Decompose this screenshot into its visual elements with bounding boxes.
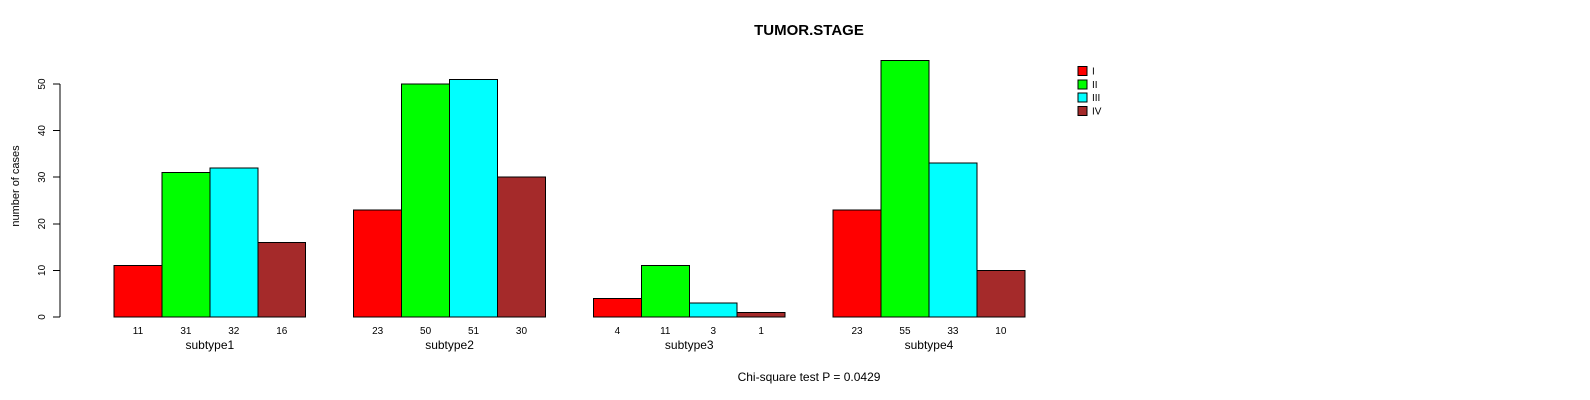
bar-subtype3-IV: [736, 311, 786, 318]
bar-subtype2-IV: [496, 176, 546, 318]
bar-value-label-subtype3-IV: 1: [758, 326, 764, 337]
bar-subtype3-II: [640, 265, 690, 318]
bar-value-label-subtype1-IV: 16: [276, 326, 288, 337]
legend-label-II: II: [1092, 80, 1098, 91]
bar-value-label-subtype4-II: 55: [899, 326, 911, 337]
bar-value-label-subtype4-III: 33: [947, 326, 959, 337]
bar-subtype4-III: [928, 162, 978, 318]
y-axis-tick-label: 10: [37, 264, 48, 276]
bar-value-label-subtype2-III: 51: [468, 326, 480, 337]
bar-value-label-subtype4-I: 23: [852, 326, 864, 337]
legend-swatch-II: [1077, 79, 1088, 90]
bar-value-label-subtype4-IV: 10: [995, 326, 1007, 337]
group-label-subtype1: subtype1: [186, 338, 235, 352]
bar-subtype3-I: [592, 297, 642, 318]
group-label-subtype3: subtype3: [665, 338, 714, 352]
group-label-subtype2: subtype2: [425, 338, 474, 352]
y-axis-tick-label: 50: [37, 78, 48, 90]
chi-square-annotation: Chi-square test P = 0.0429: [737, 370, 881, 384]
bar-subtype1-III: [209, 167, 259, 318]
bar-value-label-subtype1-III: 32: [228, 326, 240, 337]
bar-value-label-subtype3-III: 3: [710, 326, 716, 337]
bar-value-label-subtype1-II: 31: [180, 326, 192, 337]
y-axis-tick-label: 30: [37, 171, 48, 183]
group-label-subtype4: subtype4: [905, 338, 954, 352]
y-axis-tick-label: 40: [37, 125, 48, 137]
bar-value-label-subtype2-II: 50: [420, 326, 432, 337]
bar-subtype1-IV: [257, 241, 307, 318]
y-axis-tick-label: 20: [37, 218, 48, 230]
bar-subtype2-I: [353, 209, 403, 318]
legend-swatch-IV: [1077, 105, 1088, 116]
bar-subtype1-I: [113, 265, 163, 318]
bar-value-label-subtype2-IV: 30: [516, 326, 528, 337]
bar-value-label-subtype3-II: 11: [660, 326, 671, 337]
bar-subtype1-II: [161, 172, 211, 318]
legend-swatch-III: [1077, 92, 1088, 103]
bar-value-label-subtype1-I: 11: [133, 326, 144, 337]
bar-subtype2-III: [449, 78, 498, 318]
bar-subtype3-III: [688, 302, 738, 318]
bar-subtype4-IV: [976, 269, 1026, 318]
legend-label-I: I: [1092, 67, 1095, 78]
bar-subtype4-I: [832, 209, 882, 318]
y-axis-tick-label: 0: [37, 314, 48, 320]
bar-subtype4-II: [880, 60, 930, 318]
legend-swatch-I: [1077, 66, 1088, 76]
bar-value-label-subtype2-I: 23: [372, 326, 384, 337]
legend-label-III: III: [1092, 93, 1100, 104]
bar-value-label-subtype3-I: 4: [615, 326, 621, 337]
legend-label-IV: IV: [1092, 106, 1102, 117]
bar-subtype2-II: [401, 83, 451, 318]
chart-title: TUMOR.STAGE: [754, 22, 864, 39]
